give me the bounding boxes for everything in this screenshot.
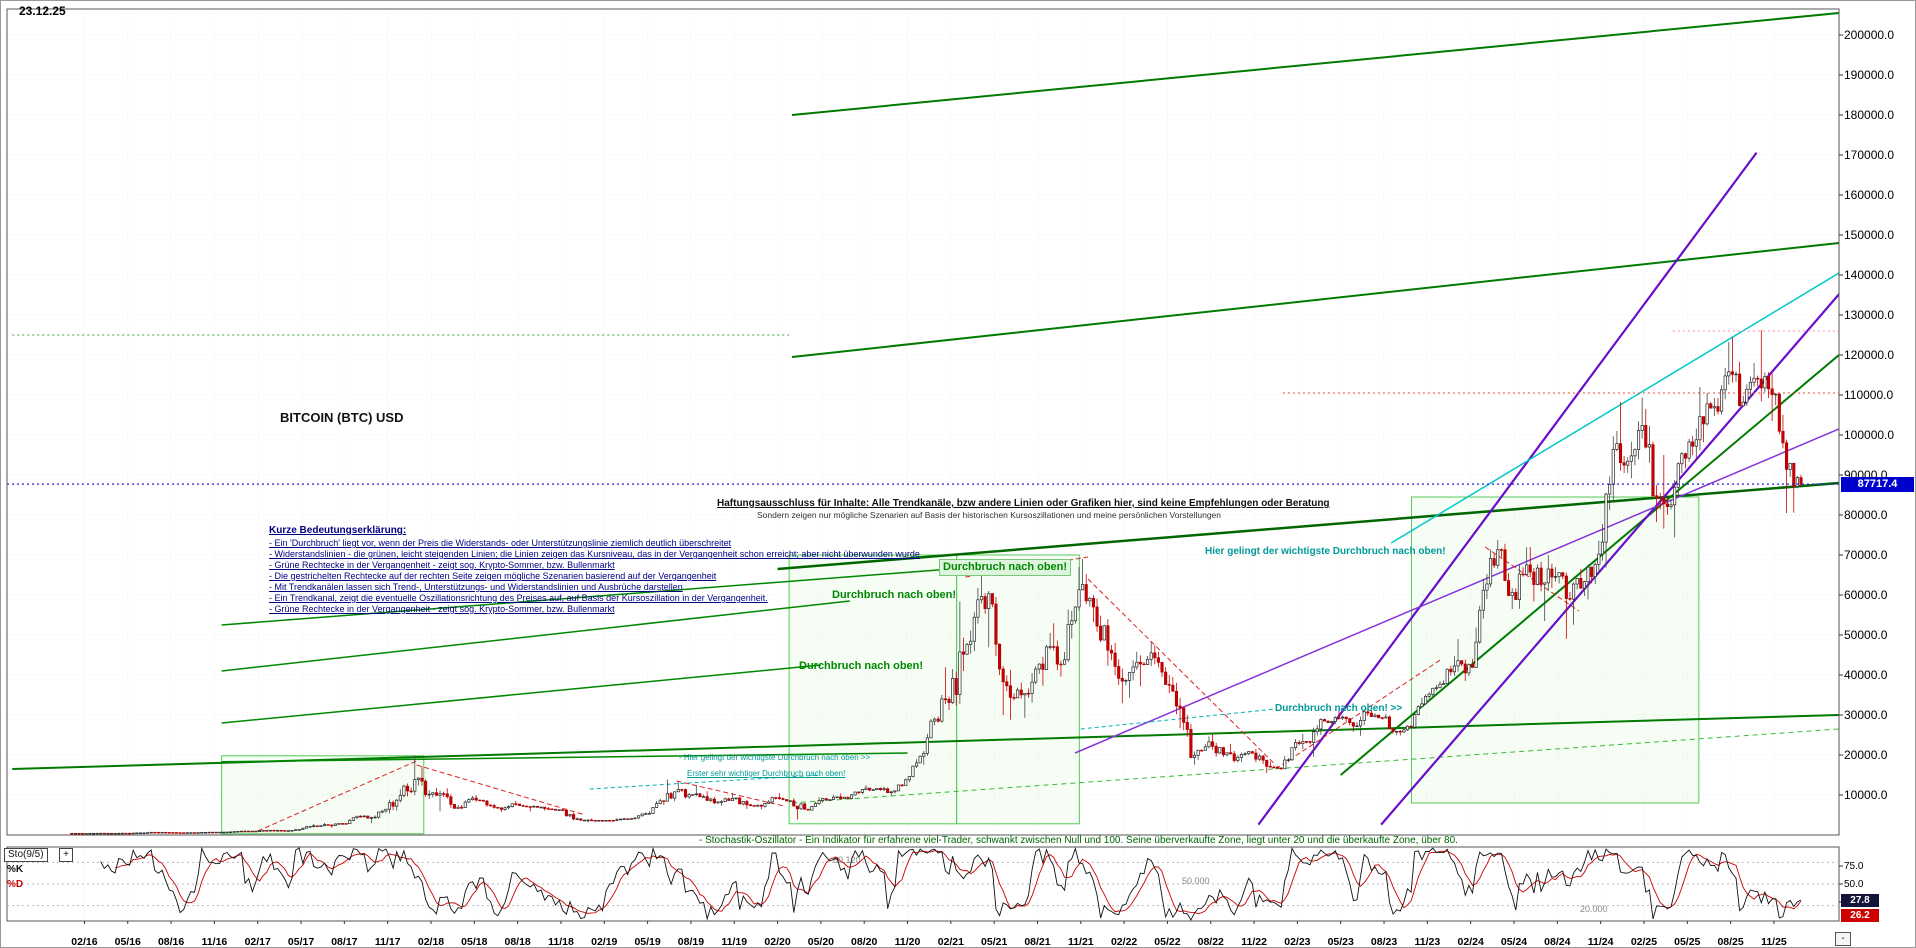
trendlines xyxy=(12,12,1839,832)
svg-text:130000.0: 130000.0 xyxy=(1844,308,1894,322)
svg-text:120000.0: 120000.0 xyxy=(1844,348,1894,362)
svg-text:11/22: 11/22 xyxy=(1241,936,1267,948)
add-indicator-button[interactable]: + xyxy=(59,848,73,862)
svg-text:02/19: 02/19 xyxy=(591,936,617,948)
price-panel-border xyxy=(6,8,1840,836)
svg-text:150000.0: 150000.0 xyxy=(1844,228,1894,242)
svg-text:50.000: 50.000 xyxy=(1182,876,1210,886)
svg-text:140000.0: 140000.0 xyxy=(1844,268,1894,282)
svg-text:05/23: 05/23 xyxy=(1328,936,1354,948)
svg-text:02/24: 02/24 xyxy=(1458,936,1484,948)
svg-text:08/18: 08/18 xyxy=(504,936,530,948)
svg-text:60000.0: 60000.0 xyxy=(1844,588,1888,602)
svg-text:05/22: 05/22 xyxy=(1154,936,1180,948)
svg-text:08/19: 08/19 xyxy=(678,936,704,948)
svg-text:02/17: 02/17 xyxy=(245,936,271,948)
svg-text:170000.0: 170000.0 xyxy=(1844,148,1894,162)
stochastic-k-line xyxy=(100,847,1802,921)
svg-text:160000.0: 160000.0 xyxy=(1844,188,1894,202)
svg-text:11/16: 11/16 xyxy=(202,936,228,948)
svg-text:08/21: 08/21 xyxy=(1024,936,1050,948)
svg-text:11/21: 11/21 xyxy=(1068,936,1094,948)
time-axis: 02/16 05/16 08/16 11/16 02/17 05/17 08/17 11/17… xyxy=(71,921,1787,948)
stochastic-d-label: %D xyxy=(7,879,24,890)
svg-text:02/18: 02/18 xyxy=(418,936,444,948)
svg-text:05/16: 05/16 xyxy=(115,936,141,948)
svg-text:05/24: 05/24 xyxy=(1501,936,1527,948)
svg-text:11/24: 11/24 xyxy=(1588,936,1614,948)
svg-text:11/17: 11/17 xyxy=(375,936,401,948)
svg-text:05/18: 05/18 xyxy=(461,936,487,948)
svg-text:05/20: 05/20 xyxy=(808,936,834,948)
price-axis: 200000.0 190000.0 180000.0 170000.0 160000.0… xyxy=(1839,28,1894,802)
svg-text:20000.0: 20000.0 xyxy=(1844,748,1888,762)
svg-text:180000.0: 180000.0 xyxy=(1844,108,1894,122)
svg-text:200000.0: 200000.0 xyxy=(1844,28,1894,42)
svg-text:100000.0: 100000.0 xyxy=(1844,428,1894,442)
svg-text:08/16: 08/16 xyxy=(158,936,184,948)
svg-text:11/23: 11/23 xyxy=(1415,936,1441,948)
svg-text:50000.0: 50000.0 xyxy=(1844,628,1888,642)
stochastic-indicator-label: Sto(9/5) xyxy=(4,848,48,862)
collapse-button[interactable]: - xyxy=(1835,932,1851,946)
svg-text:08/17: 08/17 xyxy=(331,936,357,948)
current-price-label: 87717.4 xyxy=(1841,477,1914,492)
svg-text:05/21: 05/21 xyxy=(981,936,1007,948)
svg-text:11/19: 11/19 xyxy=(721,936,747,948)
date-label: 23.12.25 xyxy=(19,4,66,18)
stochastic-curves xyxy=(100,847,1802,921)
svg-text:02/20: 02/20 xyxy=(764,936,790,948)
svg-text:40000.0: 40000.0 xyxy=(1844,668,1888,682)
svg-text:110000.0: 110000.0 xyxy=(1844,388,1893,402)
svg-text:08/22: 08/22 xyxy=(1198,936,1224,948)
stochastic-k-current-value: 27.8 xyxy=(1841,894,1879,907)
svg-text:08/25: 08/25 xyxy=(1717,936,1743,948)
stochastic-d-line xyxy=(115,850,1802,915)
svg-text:11/25: 11/25 xyxy=(1761,936,1787,948)
svg-text:05/25: 05/25 xyxy=(1674,936,1700,948)
svg-text:08/23: 08/23 xyxy=(1371,936,1397,948)
svg-text:75.0: 75.0 xyxy=(1844,861,1864,872)
svg-text:20.000: 20.000 xyxy=(1580,904,1608,914)
stochastic-k-label: %K xyxy=(7,864,24,875)
svg-text:08/24: 08/24 xyxy=(1544,936,1570,948)
svg-text:02/22: 02/22 xyxy=(1111,936,1137,948)
svg-text:70000.0: 70000.0 xyxy=(1844,548,1888,562)
svg-text:05/19: 05/19 xyxy=(634,936,660,948)
svg-text:11/18: 11/18 xyxy=(548,936,574,948)
svg-text:02/25: 02/25 xyxy=(1631,936,1657,948)
svg-text:11/20: 11/20 xyxy=(895,936,921,948)
stochastic-d-current-value: 26.2 xyxy=(1841,909,1879,922)
svg-text:30000.0: 30000.0 xyxy=(1844,708,1888,722)
svg-text:50.0: 50.0 xyxy=(1844,879,1864,890)
svg-text:190000.0: 190000.0 xyxy=(1844,68,1894,82)
chart-title: BITCOIN (BTC) USD xyxy=(280,410,404,425)
svg-text:10000.0: 10000.0 xyxy=(1844,788,1888,802)
svg-text:02/23: 02/23 xyxy=(1284,936,1310,948)
svg-text:80000.0: 80000.0 xyxy=(1844,508,1888,522)
svg-text:08/20: 08/20 xyxy=(851,936,877,948)
svg-text:05/17: 05/17 xyxy=(288,936,314,948)
svg-text:02/21: 02/21 xyxy=(938,936,964,948)
oscillator-levels: 80.120 50.000 20.000 xyxy=(7,855,1839,914)
svg-text:80.120: 80.120 xyxy=(833,855,861,865)
svg-text:02/16: 02/16 xyxy=(71,936,97,948)
candlestick-series xyxy=(70,330,1803,835)
